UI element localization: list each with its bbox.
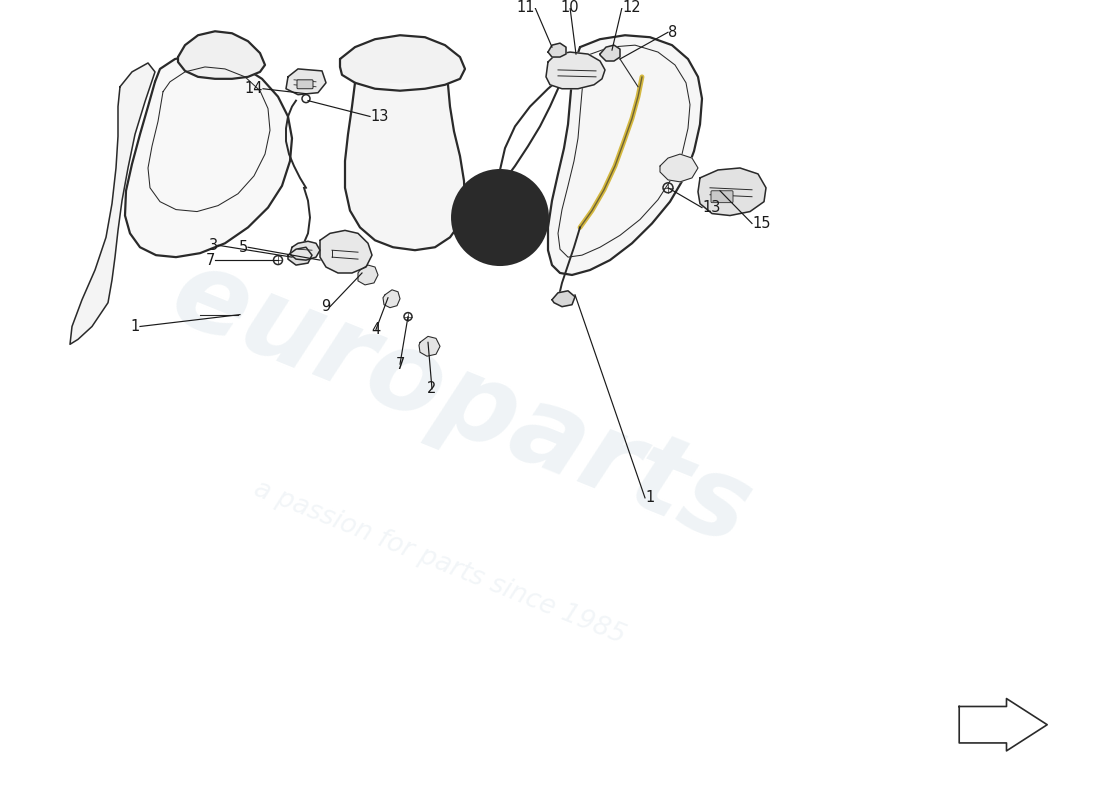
Text: 8: 8 [668, 25, 678, 40]
Polygon shape [340, 35, 465, 90]
Polygon shape [70, 63, 155, 344]
Text: 9: 9 [321, 299, 330, 314]
Text: 1: 1 [131, 319, 140, 334]
Text: 14: 14 [244, 82, 263, 96]
Text: 15: 15 [752, 216, 770, 231]
Polygon shape [546, 52, 605, 89]
Circle shape [452, 170, 548, 265]
FancyBboxPatch shape [711, 190, 733, 202]
Polygon shape [660, 154, 698, 182]
Text: 2: 2 [427, 382, 437, 396]
Polygon shape [358, 265, 378, 285]
Text: 3: 3 [209, 238, 218, 253]
Polygon shape [552, 291, 575, 306]
Text: europarts: europarts [157, 239, 767, 568]
Text: a passion for parts since 1985: a passion for parts since 1985 [251, 475, 629, 649]
Text: 7: 7 [206, 253, 214, 268]
Polygon shape [548, 43, 566, 57]
Polygon shape [290, 242, 320, 260]
Text: 12: 12 [621, 0, 640, 15]
Polygon shape [959, 698, 1047, 751]
Text: 5: 5 [239, 240, 248, 254]
Polygon shape [178, 31, 265, 79]
FancyBboxPatch shape [297, 80, 313, 89]
Polygon shape [698, 168, 766, 215]
Polygon shape [419, 336, 440, 356]
Polygon shape [548, 35, 702, 275]
Polygon shape [345, 82, 465, 250]
Text: 4: 4 [372, 322, 381, 337]
Text: 1: 1 [645, 490, 654, 506]
Polygon shape [600, 45, 620, 61]
Text: 13: 13 [702, 200, 721, 215]
Text: 11: 11 [517, 0, 535, 15]
Polygon shape [125, 55, 292, 257]
Polygon shape [383, 290, 400, 308]
Polygon shape [288, 247, 312, 265]
Polygon shape [286, 69, 326, 94]
Text: 7: 7 [395, 357, 405, 372]
Polygon shape [320, 230, 372, 273]
Text: 10: 10 [561, 0, 580, 15]
Text: 13: 13 [370, 109, 388, 124]
